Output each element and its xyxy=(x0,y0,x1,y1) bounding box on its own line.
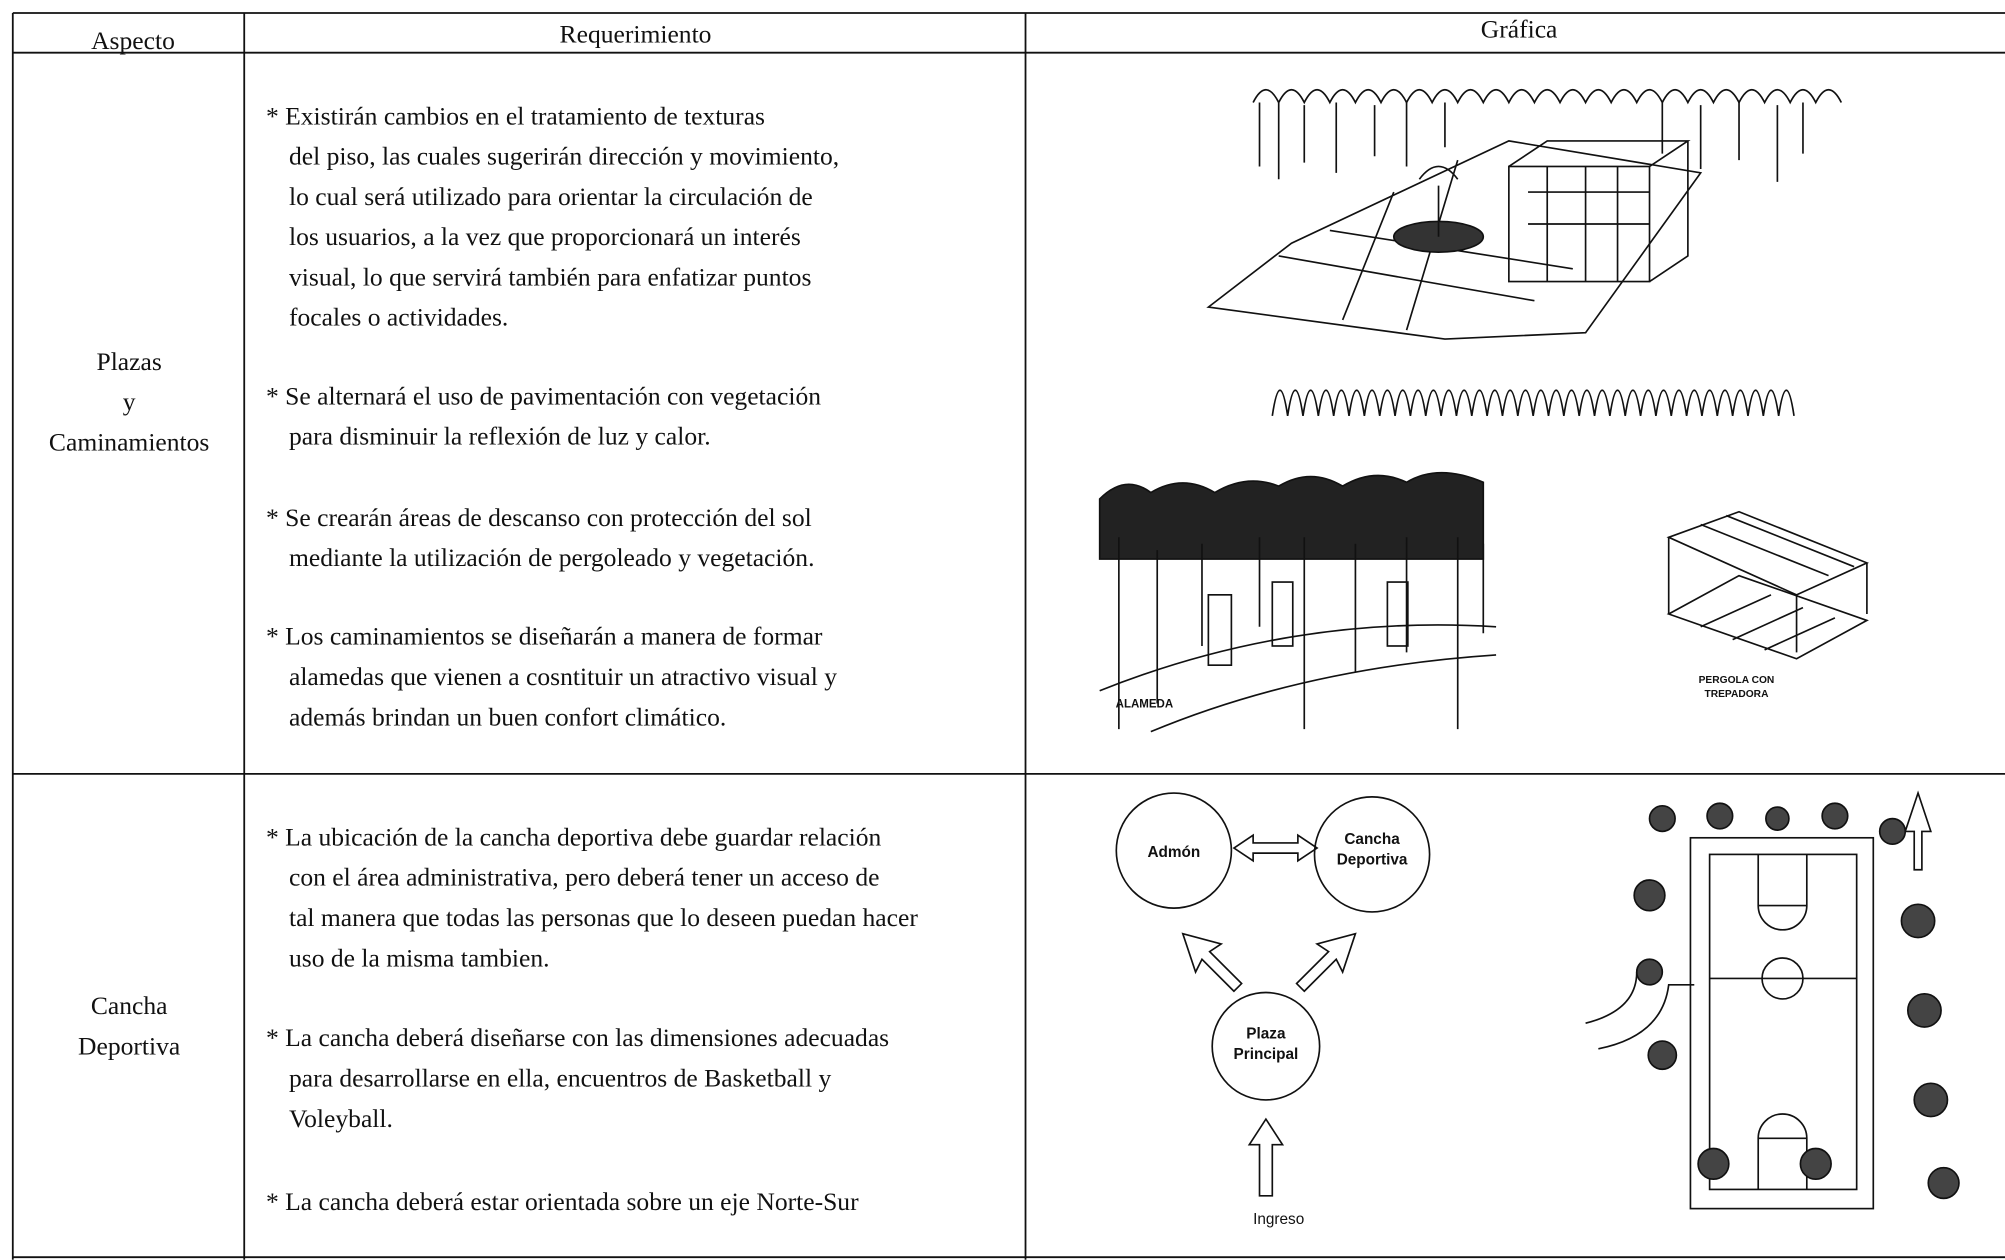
table-grid xyxy=(11,12,2005,1260)
requirement-line: Voleyball. xyxy=(289,1104,393,1133)
requirement-line: mediante la utilización de pergoleado y … xyxy=(289,543,814,572)
requirement-line: con el área administrativa, pero deberá … xyxy=(289,863,879,892)
graphic-label: Ingreso xyxy=(1253,1211,1304,1228)
requirement-line: * Los caminamientos se diseñarán a maner… xyxy=(266,622,823,651)
requirement-line: para desarrollarse en ella, encuentros d… xyxy=(289,1063,831,1092)
court-plan xyxy=(1585,790,1960,1210)
relation-diagram xyxy=(1115,792,1431,1197)
requirement-line: los usuarios, a la vez que proporcionará… xyxy=(289,222,801,251)
requirement-line: * Existirán cambios en el tratamiento de… xyxy=(266,101,765,130)
requirement-line: * Se alternará el uso de pavimentación c… xyxy=(266,381,821,410)
requirement-line: tal manera que todas las personas que lo… xyxy=(289,903,918,932)
pergola-sketch xyxy=(1666,510,1870,660)
graphic-label: Cancha xyxy=(1344,831,1400,848)
requirement-line: además brindan un buen confort climático… xyxy=(289,702,726,731)
graphic-label: Principal xyxy=(1234,1046,1299,1063)
requirement-line: * Se crearán áreas de descanso con prote… xyxy=(266,503,812,532)
aspect-text: Plazas xyxy=(96,347,161,376)
aspect-text: Deportiva xyxy=(78,1032,180,1061)
header-requirement: Requerimiento xyxy=(560,19,712,48)
requirement-line: * La cancha deberá diseñarse con las dim… xyxy=(266,1023,889,1052)
graphic-label: ALAMEDA xyxy=(1116,698,1174,710)
requirement-line: focales o actividades. xyxy=(289,303,508,332)
requirement-line: * La ubicación de la cancha deportiva de… xyxy=(266,822,882,851)
graphic-label: Deportiva xyxy=(1337,852,1408,869)
requirement-line: visual, lo que servirá también para enfa… xyxy=(289,262,811,291)
graphic-label: Plaza xyxy=(1246,1026,1286,1043)
requirement-line: para disminuir la reflexión de luz y cal… xyxy=(289,422,711,451)
alameda-sketch xyxy=(1098,471,1497,733)
aspect-text: y xyxy=(123,387,136,416)
requirement-line: lo cual será utilizado para orientar la … xyxy=(289,182,813,211)
requirement-line: uso de la misma tambien. xyxy=(289,943,550,972)
requirement-line: * La cancha deberá estar orientada sobre… xyxy=(266,1187,859,1216)
graphic-label: TREPADORA xyxy=(1704,689,1769,700)
requirement-line: alamedas que vienen a cosntituir un atra… xyxy=(289,662,837,691)
plaza-sketch xyxy=(1206,88,1843,416)
aspect-text: Caminamientos xyxy=(49,427,210,456)
graphic-label: PERGOLA CON xyxy=(1699,675,1775,686)
header-aspect: Aspecto xyxy=(91,26,175,55)
graphic-label: Admón xyxy=(1147,844,1200,861)
header-graphic: Gráfica xyxy=(1481,14,1558,43)
aspect-text: Cancha xyxy=(91,991,168,1020)
requirement-line: del piso, las cuales sugerirán dirección… xyxy=(289,142,839,171)
